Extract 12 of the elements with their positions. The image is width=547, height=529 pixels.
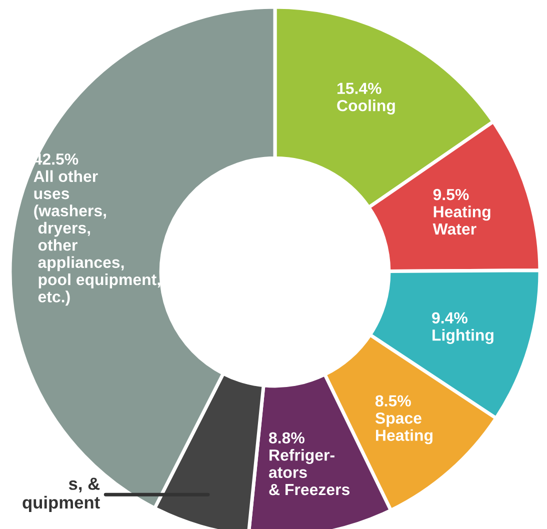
slice-label: Lighting [432,329,494,344]
slice-label: Heating Water [432,206,490,235]
data-label: 9.5% [433,188,469,200]
slice-label: Refriger- ators & Freezers [268,448,350,496]
data-label: 8.8% [268,432,304,444]
data-label: 15.4% [338,82,382,94]
slice-label: Cooling [337,100,395,114]
slice-label: s, & quipment [22,478,100,512]
data-label: 9.4% [432,312,468,324]
slice-label: All other uses (washers, dryers, other appliances, pool equipment, etc.) [34,170,160,306]
slice-label: Space Heating [375,412,432,444]
data-label: 8.5% [375,395,411,407]
